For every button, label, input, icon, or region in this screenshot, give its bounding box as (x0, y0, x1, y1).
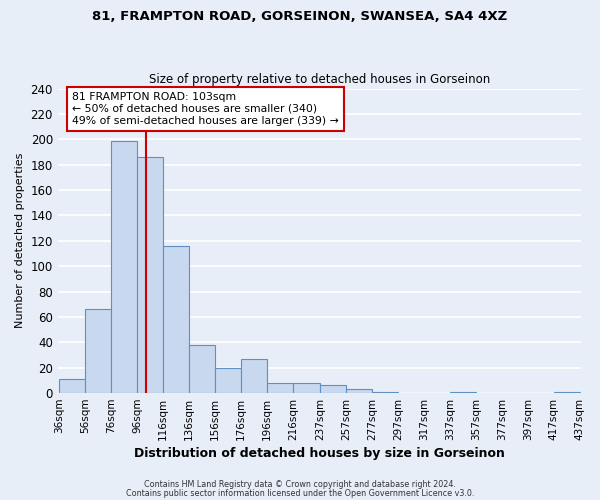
Bar (112, 140, 137, 393)
Bar (137, 157, 163, 393)
Bar (320, 386, 346, 393)
Bar (451, 392, 476, 393)
Bar (59, 379, 85, 393)
Bar (267, 383, 293, 393)
Bar (554, 392, 580, 393)
Title: Size of property relative to detached houses in Gorseinon: Size of property relative to detached ho… (149, 73, 490, 86)
Y-axis label: Number of detached properties: Number of detached properties (15, 153, 25, 328)
Bar (163, 246, 188, 393)
Bar (293, 383, 320, 393)
Bar (189, 345, 215, 393)
Bar (85, 310, 111, 393)
Bar (346, 390, 372, 393)
Text: Contains public sector information licensed under the Open Government Licence v3: Contains public sector information licen… (126, 489, 474, 498)
X-axis label: Distribution of detached houses by size in Gorseinon: Distribution of detached houses by size … (134, 447, 505, 460)
Text: 81 FRAMPTON ROAD: 103sqm
← 50% of detached houses are smaller (340)
49% of semi-: 81 FRAMPTON ROAD: 103sqm ← 50% of detach… (72, 92, 339, 126)
Bar (215, 368, 241, 393)
Bar (241, 359, 266, 393)
Text: Contains HM Land Registry data © Crown copyright and database right 2024.: Contains HM Land Registry data © Crown c… (144, 480, 456, 489)
Bar (373, 392, 398, 393)
Text: 81, FRAMPTON ROAD, GORSEINON, SWANSEA, SA4 4XZ: 81, FRAMPTON ROAD, GORSEINON, SWANSEA, S… (92, 10, 508, 23)
